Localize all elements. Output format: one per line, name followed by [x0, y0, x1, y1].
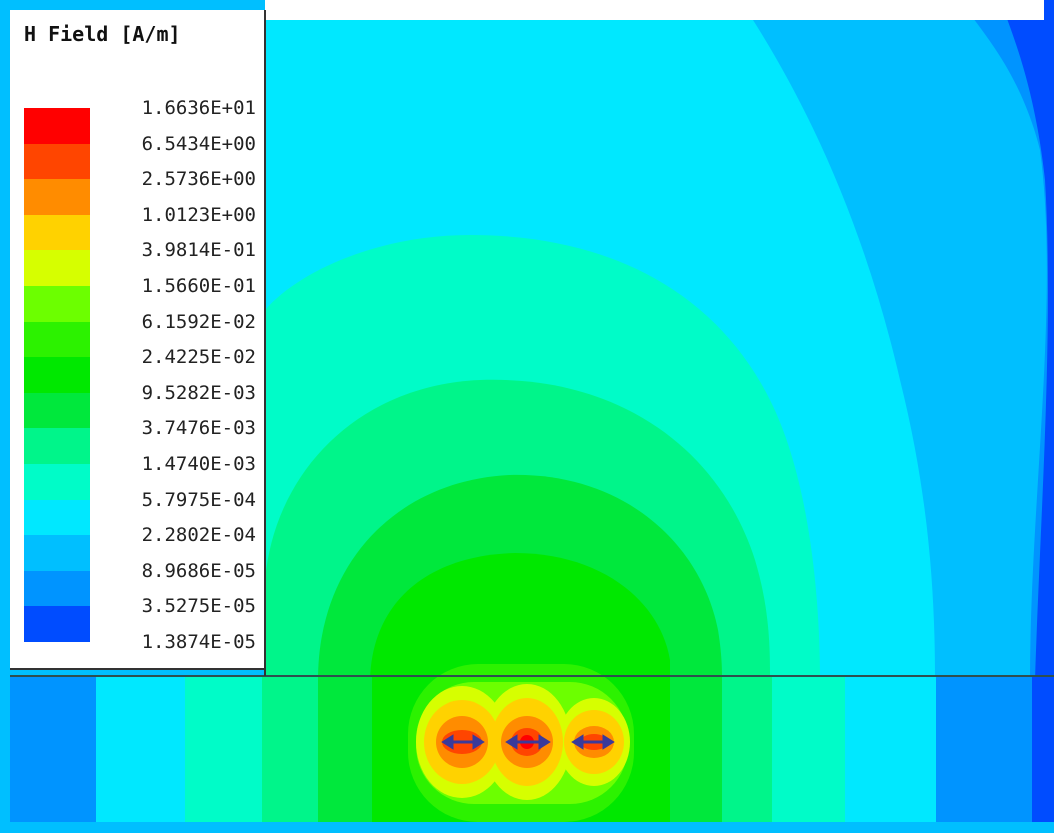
legend-swatch	[24, 428, 90, 464]
legend-tick-label: 1.0123E+00	[141, 203, 256, 226]
legend-swatch	[24, 250, 90, 286]
region-green2	[370, 553, 670, 680]
legend-swatch	[24, 606, 90, 642]
legend-swatch	[24, 570, 90, 607]
legend-swatch	[24, 357, 90, 393]
legend-title: H Field [A/m]	[24, 22, 181, 46]
legend-swatch	[24, 535, 90, 571]
legend-tick-label: 2.2802E-04	[141, 524, 256, 547]
legend-tick-label: 5.7975E-04	[141, 488, 256, 511]
legend-tick-label: 6.1592E-02	[141, 310, 256, 333]
region-right-darker	[1000, 0, 1054, 680]
legend-swatch	[24, 392, 90, 429]
legend-tick-label: 1.4740E-03	[141, 453, 256, 475]
legend-tick-label: 6.5434E+00	[141, 132, 256, 155]
legend-tick-label: 1.6636E+01	[141, 97, 256, 119]
legend-swatch	[24, 108, 90, 144]
legend-swatch	[24, 499, 90, 536]
legend-tick-label: 2.4225E-02	[141, 346, 256, 369]
legend-swatch	[24, 285, 90, 322]
conductor-arrow-icon	[441, 734, 615, 750]
lower-right-blue	[936, 676, 1032, 822]
legend-tick-label: 3.5275E-05	[141, 595, 256, 618]
legend-swatch	[24, 214, 90, 251]
legend-swatch	[24, 463, 90, 500]
lower-left-blue	[10, 676, 96, 822]
legend-swatch	[24, 143, 90, 180]
legend-swatch	[24, 179, 90, 215]
legend-tick-label: 2.5736E+00	[141, 168, 256, 191]
legend-tick-label: 8.9686E-05	[141, 559, 256, 582]
legend-tick-label: 1.5660E-01	[141, 275, 256, 297]
legend-tick-label: 9.5282E-03	[141, 381, 256, 404]
legend-tick-label: 1.3874E-05	[141, 631, 256, 653]
legend-tick-label: 3.7476E-03	[141, 417, 256, 440]
legend-swatches	[24, 108, 90, 642]
legend-swatch	[24, 321, 90, 358]
legend-tick-label: 3.9814E-01	[141, 239, 256, 262]
color-legend: H Field [A/m] 1.6636E+01 6.5434E+00 2.5736…	[10, 10, 266, 670]
lower-right-darker	[1032, 676, 1054, 822]
